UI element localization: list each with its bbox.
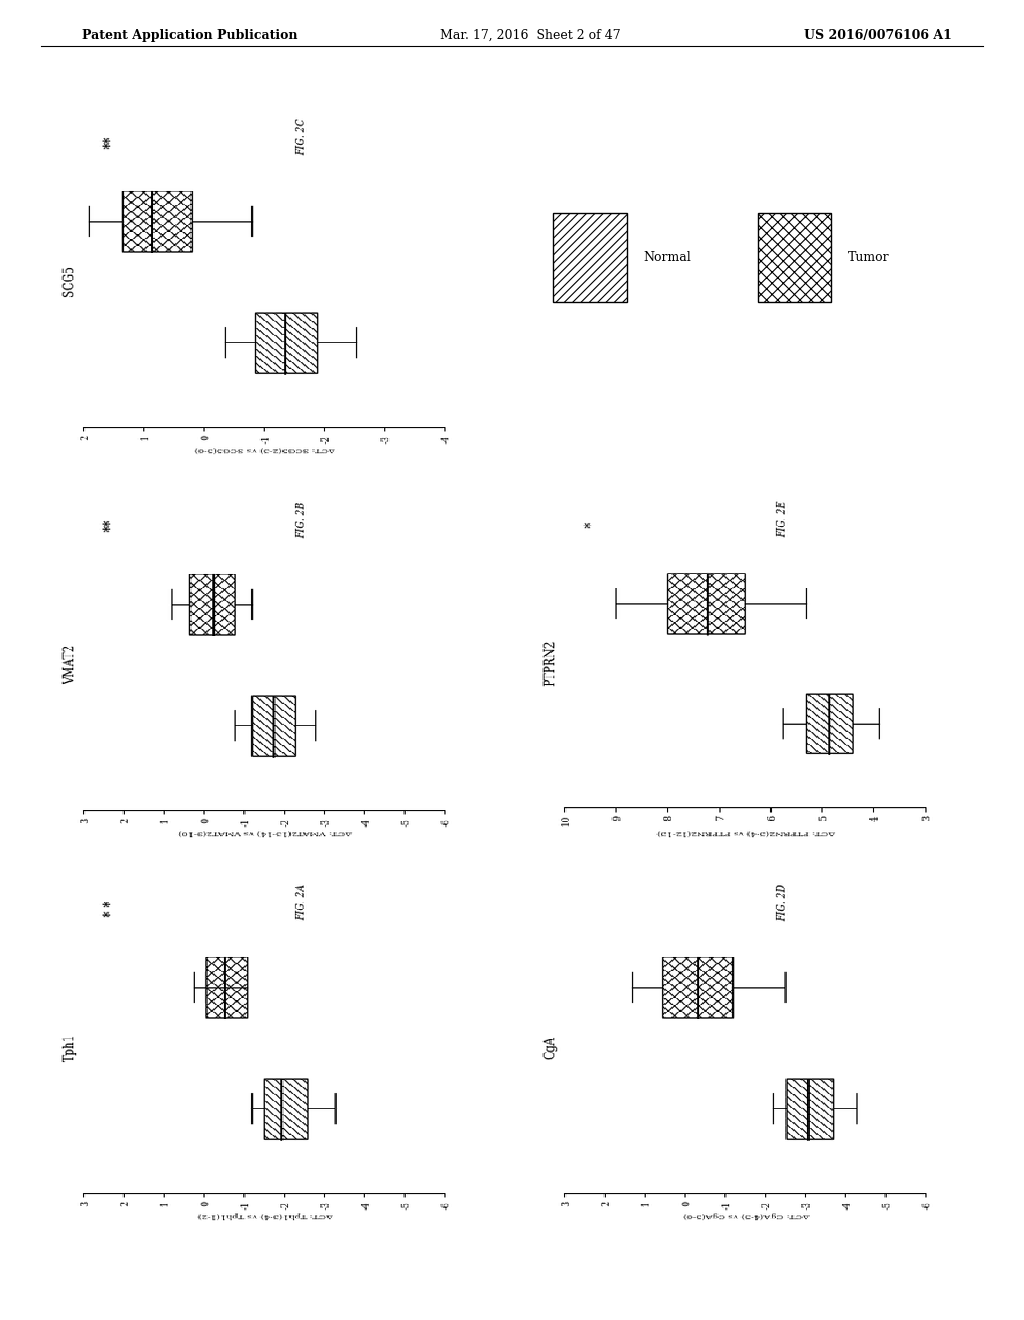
Bar: [758, 213, 831, 301]
Text: Mar. 17, 2016  Sheet 2 of 47: Mar. 17, 2016 Sheet 2 of 47: [440, 29, 621, 42]
Text: Tumor: Tumor: [848, 251, 890, 264]
Text: Patent Application Publication: Patent Application Publication: [82, 29, 297, 42]
Text: Normal: Normal: [643, 251, 691, 264]
Bar: [553, 213, 627, 301]
Text: US 2016/0076106 A1: US 2016/0076106 A1: [805, 29, 952, 42]
